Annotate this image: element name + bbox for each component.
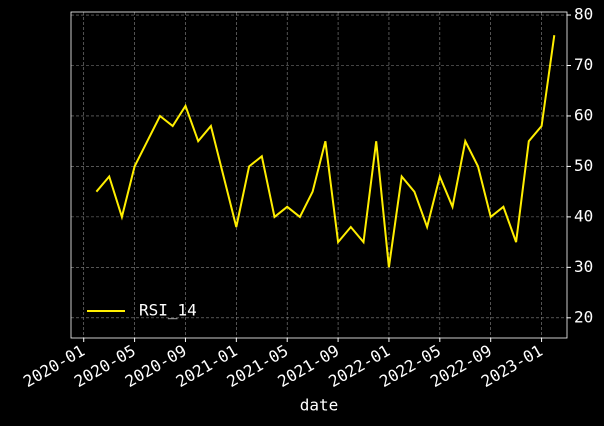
y-tick-label: 80 bbox=[574, 5, 593, 24]
plot-frame bbox=[70, 11, 568, 339]
y-tick-label: 30 bbox=[574, 257, 593, 276]
y-tick-label: 40 bbox=[574, 206, 593, 225]
y-tick-label: 50 bbox=[574, 156, 593, 175]
line bbox=[95, 35, 556, 268]
y-tick-label: 20 bbox=[574, 307, 593, 326]
y-tick-label: 70 bbox=[574, 55, 593, 74]
legend-label: RSI_14 bbox=[139, 301, 197, 320]
y-tick-label: 60 bbox=[574, 105, 593, 124]
x-axis-label: date bbox=[300, 396, 339, 415]
